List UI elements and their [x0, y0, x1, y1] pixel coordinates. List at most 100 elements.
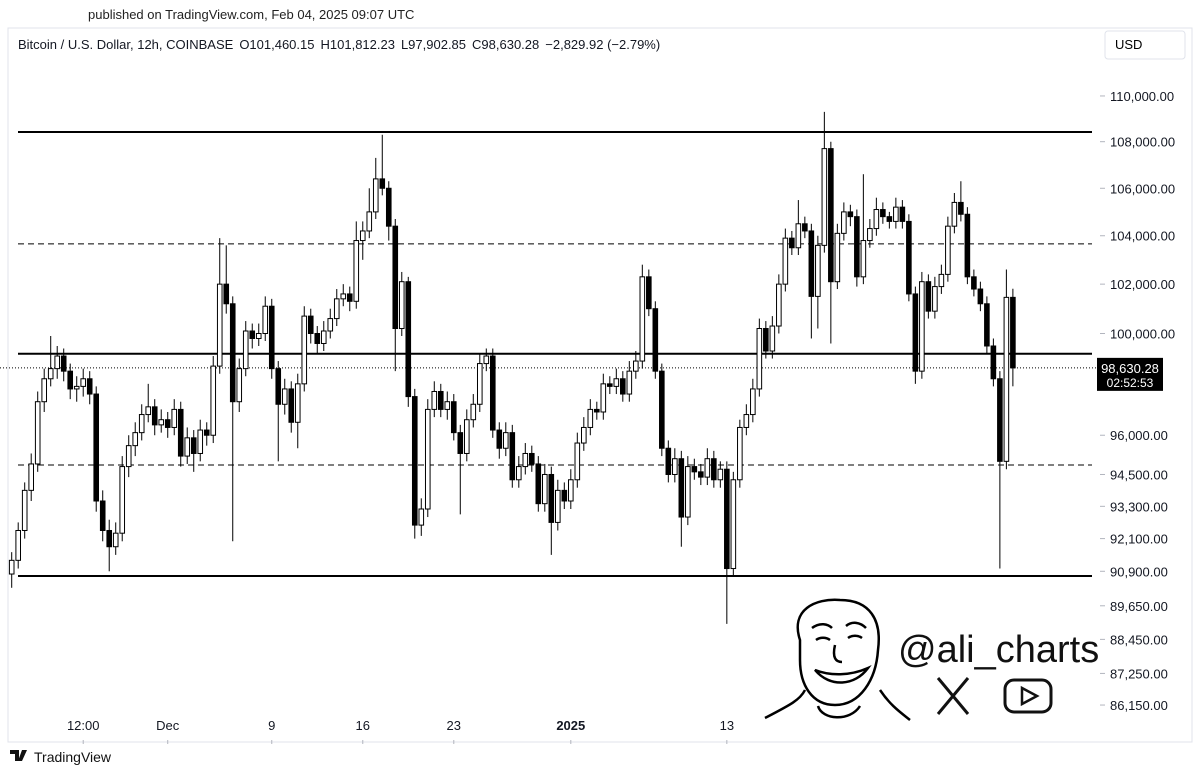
candle-body	[528, 452, 535, 465]
candle-body	[568, 479, 574, 502]
neck	[816, 705, 862, 719]
low: L97,902.85	[400, 37, 467, 52]
candle-body	[125, 445, 132, 468]
candle-body	[15, 529, 22, 561]
published-note: published on TradingView.com, Feb 04, 20…	[88, 7, 415, 22]
candle-body	[249, 330, 256, 339]
candle-body	[106, 529, 113, 548]
candle-body	[73, 385, 80, 390]
candle-body	[600, 383, 607, 413]
plot-area: 110,000.00 108,000.00 106,000.00 104,000.00…	[0, 89, 1175, 744]
candle-body	[262, 305, 269, 334]
candle-body	[854, 216, 860, 278]
x-icon	[936, 677, 970, 715]
y-tick-label: 89,650.00	[1110, 599, 1168, 614]
y-tick-label: 90,900.00	[1110, 564, 1168, 579]
candle-body	[906, 220, 912, 295]
x-logo	[936, 677, 970, 715]
candle-body	[678, 458, 685, 518]
candle-body	[620, 378, 626, 395]
candle-body	[463, 419, 470, 454]
brows	[811, 621, 867, 630]
candle-body	[769, 325, 776, 352]
high: H101,812.23	[320, 37, 395, 52]
candle-body	[210, 365, 217, 436]
candle-body	[190, 437, 197, 454]
candle-body	[28, 463, 35, 491]
candle-body	[535, 463, 542, 505]
candle-body	[782, 237, 789, 285]
candle-body	[802, 223, 808, 232]
candle-body	[665, 447, 672, 475]
last-price-label: 98,630.28	[1101, 361, 1159, 376]
y-tick-label: 87,250.00	[1110, 666, 1168, 681]
candle-body	[203, 429, 210, 436]
candle-body	[581, 426, 587, 444]
candle-body	[893, 206, 899, 222]
candle-body	[789, 237, 795, 249]
candle-body	[411, 396, 418, 526]
candle-body	[67, 370, 74, 390]
candle-body	[437, 390, 444, 410]
shoulders	[764, 689, 911, 721]
candle-body	[555, 489, 561, 523]
candle-body	[398, 281, 405, 330]
nose	[832, 644, 843, 664]
candle-body	[164, 419, 171, 428]
y-tick-label: 88,450.00	[1110, 632, 1168, 647]
candle-body	[899, 206, 906, 222]
candle-body	[151, 406, 158, 426]
candle-body	[672, 458, 678, 475]
candle-body	[828, 148, 834, 283]
tradingview-icon	[10, 750, 27, 761]
candle-body	[626, 370, 633, 395]
candle-body	[685, 466, 691, 518]
candle-body	[80, 378, 87, 387]
candle-body	[880, 209, 886, 218]
candle-body	[288, 388, 295, 423]
candle-body	[964, 213, 971, 278]
candle-body	[815, 244, 821, 297]
caricature	[764, 598, 911, 721]
candle-body	[821, 148, 828, 246]
candle-body	[34, 401, 41, 465]
currency: USD	[1115, 37, 1142, 52]
candle-body	[47, 368, 54, 380]
candle-body	[41, 378, 48, 403]
candle-body	[99, 500, 106, 531]
close: C98,630.28	[472, 37, 540, 52]
candle-body	[301, 315, 308, 385]
candle-body	[177, 408, 184, 457]
candle-body	[236, 368, 243, 403]
candle-body	[990, 345, 997, 380]
candle-body	[711, 458, 717, 481]
candle-body	[379, 178, 386, 189]
candle-body	[704, 458, 711, 478]
candle-body	[60, 355, 67, 372]
candle-body	[945, 225, 951, 275]
head	[796, 598, 880, 707]
eyes	[815, 634, 863, 642]
x-tick-label: 12:00	[67, 718, 100, 733]
y-tick-label: 106,000.00	[1110, 181, 1175, 196]
candle-body	[756, 328, 763, 390]
candle-body	[359, 230, 366, 242]
symbol: Bitcoin / U.S. Dollar, 12h, COINBASE	[18, 37, 234, 52]
candle-body	[197, 429, 204, 454]
y-tick-label: 108,000.00	[1110, 135, 1175, 150]
candle-body	[281, 388, 288, 405]
candle-body	[997, 378, 1003, 462]
x-tick-label: 9	[268, 718, 275, 733]
candle-body	[132, 432, 139, 447]
candle-body	[541, 473, 548, 505]
candle-body	[776, 283, 782, 327]
candle-body	[184, 437, 191, 457]
candle-body	[457, 432, 464, 454]
candle-body	[158, 419, 165, 426]
candle-body	[613, 378, 620, 387]
candle-body	[431, 390, 438, 410]
candle-body	[476, 363, 483, 405]
candle-body	[268, 305, 275, 370]
y-tick-label: 94,500.00	[1110, 467, 1168, 482]
